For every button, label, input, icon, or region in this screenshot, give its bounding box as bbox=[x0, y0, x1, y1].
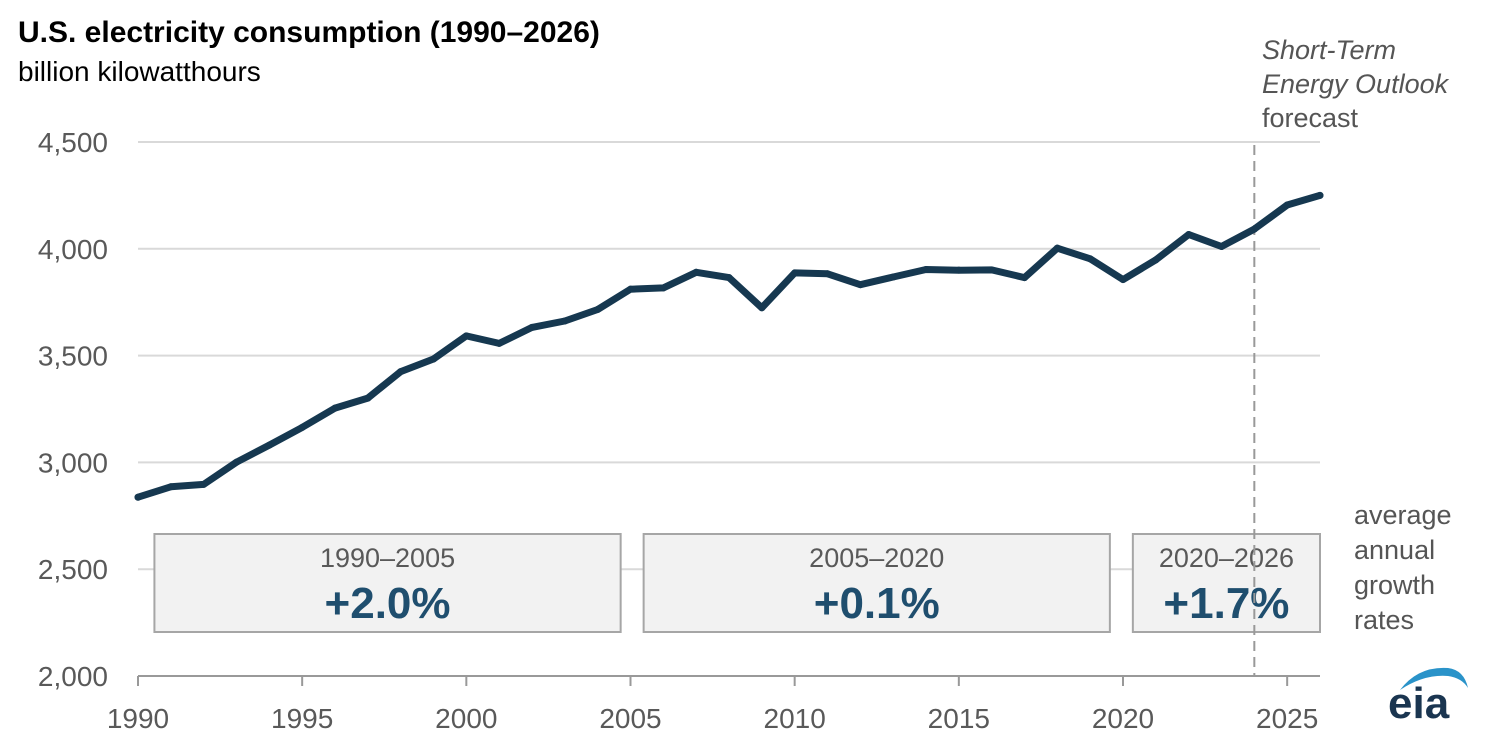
x-tick-label: 2025 bbox=[1256, 703, 1318, 734]
growth-note-line: average bbox=[1354, 500, 1452, 530]
data-point bbox=[1316, 191, 1324, 199]
data-point bbox=[824, 270, 831, 278]
data-point bbox=[167, 483, 175, 491]
data-point bbox=[988, 266, 996, 274]
data-point bbox=[791, 269, 799, 277]
chart-title: U.S. electricity consumption (1990–2026) bbox=[18, 16, 600, 49]
data-point bbox=[1185, 230, 1193, 238]
data-point bbox=[594, 305, 602, 313]
chart-subtitle: billion kilowatthours bbox=[18, 56, 261, 87]
data-point bbox=[265, 441, 273, 449]
growth-period-label: 1990–2005 bbox=[320, 543, 455, 573]
data-point bbox=[1218, 242, 1225, 250]
growth-rate-value: +2.0% bbox=[325, 579, 451, 628]
data-point bbox=[856, 281, 864, 289]
gridlines bbox=[138, 141, 1320, 571]
data-point bbox=[495, 339, 503, 347]
growth-period-label: 2005–2020 bbox=[809, 543, 944, 573]
data-point bbox=[134, 493, 142, 501]
data-point bbox=[758, 304, 766, 312]
data-point bbox=[364, 394, 372, 402]
x-tick-label: 2020 bbox=[1092, 703, 1154, 734]
x-tick-label: 2005 bbox=[599, 703, 661, 734]
growth-rate-note: average annual growth rates bbox=[1354, 498, 1452, 638]
logo-arc-icon bbox=[1400, 667, 1468, 690]
y-tick-label: 2,000 bbox=[38, 661, 108, 692]
growth-rate-value: +0.1% bbox=[814, 579, 940, 628]
consumption-series-line bbox=[134, 191, 1324, 501]
data-point bbox=[955, 266, 963, 274]
data-point bbox=[561, 317, 569, 325]
x-tick-label: 1995 bbox=[271, 703, 333, 734]
data-points bbox=[134, 191, 1324, 501]
logo-text: eia bbox=[1388, 679, 1450, 726]
x-tick-label: 2015 bbox=[928, 703, 990, 734]
forecast-label: Short-Term Energy Outlook forecast bbox=[1262, 33, 1448, 135]
data-point bbox=[1119, 276, 1127, 284]
data-point bbox=[1250, 225, 1258, 233]
x-tick-label: 2000 bbox=[435, 703, 497, 734]
growth-rate-box bbox=[1131, 533, 1321, 633]
y-axis-ticks: 2,000 2,500 3,000 3,500 4,000 4,500 bbox=[38, 127, 108, 692]
data-point bbox=[692, 268, 700, 276]
data-point bbox=[627, 285, 634, 293]
data-point bbox=[922, 266, 930, 274]
data-point bbox=[1053, 244, 1061, 252]
growth-note-line: annual bbox=[1354, 535, 1436, 565]
growth-rate-box bbox=[642, 533, 1111, 633]
x-axis-ticks: 1990 1995 2000 2005 2010 2015 2020 2025 bbox=[107, 676, 1318, 734]
forecast-label-line1: Short-Term bbox=[1262, 35, 1397, 65]
data-point bbox=[528, 323, 536, 331]
growth-note-line: rates bbox=[1354, 605, 1415, 635]
data-point bbox=[397, 368, 405, 376]
data-point bbox=[200, 480, 208, 488]
data-point bbox=[725, 274, 733, 282]
y-tick-label: 3,500 bbox=[38, 341, 108, 372]
data-point bbox=[331, 404, 339, 412]
growth-rate-value: +1.7% bbox=[1163, 579, 1289, 628]
data-point bbox=[430, 355, 437, 363]
forecast-label-line2: Energy Outlook bbox=[1262, 69, 1449, 99]
data-point bbox=[1283, 201, 1291, 209]
growth-period-label: 2020–2026 bbox=[1159, 543, 1294, 573]
data-point bbox=[1086, 255, 1094, 263]
x-tick-label: 2010 bbox=[764, 703, 826, 734]
data-point bbox=[462, 332, 470, 340]
eia-logo: eia bbox=[1388, 667, 1468, 726]
growth-rate-boxes: 1990–2005 +2.0% 2005–2020 +0.1% 2020–2026 +1.… bbox=[153, 533, 1321, 633]
data-point bbox=[889, 273, 897, 281]
y-tick-label: 3,000 bbox=[38, 447, 108, 478]
y-tick-label: 4,500 bbox=[38, 127, 108, 158]
forecast-label-line3: forecast bbox=[1262, 103, 1359, 133]
data-point bbox=[233, 458, 240, 466]
y-tick-label: 2,500 bbox=[38, 554, 108, 585]
growth-rate-box bbox=[153, 533, 622, 633]
growth-note-line: growth bbox=[1354, 570, 1436, 600]
x-tick-label: 1990 bbox=[107, 703, 169, 734]
data-point bbox=[659, 284, 667, 292]
data-point bbox=[1021, 274, 1028, 282]
y-tick-label: 4,000 bbox=[38, 234, 108, 265]
data-point bbox=[298, 423, 306, 431]
data-point bbox=[1152, 256, 1160, 264]
